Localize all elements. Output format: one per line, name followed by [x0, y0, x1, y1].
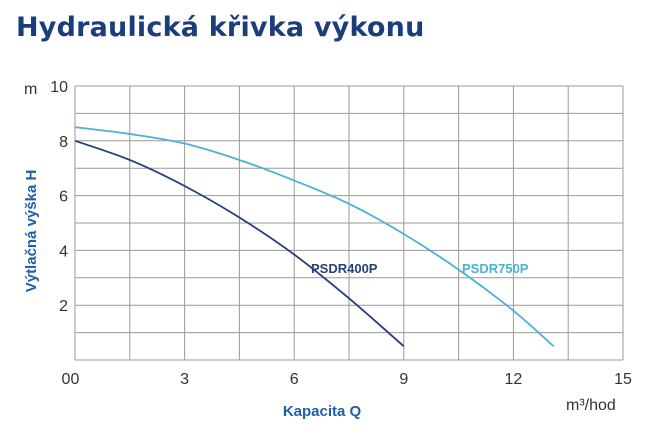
y-unit-label: m [24, 81, 37, 98]
series-label-psdr400p: PSDR400P [311, 261, 378, 276]
x-axis-label: Kapacita Q [283, 403, 362, 420]
y-tick-label: 0 [62, 371, 71, 388]
series-line-psdr400p [74, 139, 405, 347]
x-tick-label: 6 [290, 371, 299, 388]
x-tick-label: 12 [505, 371, 523, 388]
y-tick-label: 4 [59, 243, 68, 260]
x-tick-label: 3 [180, 371, 189, 388]
x-unit-label: m³/hod [566, 397, 616, 414]
y-tick-label: 8 [59, 134, 68, 151]
labels: m Výtlačná výška H Kapacita Q m³/hod 0 3 6… [23, 79, 632, 420]
series-label-psdr750p: PSDR750P [462, 261, 529, 276]
x-tick-label: 0 [71, 371, 80, 388]
grid [74, 85, 624, 361]
curves [74, 126, 555, 347]
x-tick-label: 9 [399, 371, 408, 388]
y-tick-label: 6 [59, 189, 68, 206]
chart-title: Hydraulická křivka výkonu [16, 12, 425, 43]
x-tick-label: 15 [614, 371, 632, 388]
y-axis-label: Výtlačná výška H [23, 170, 40, 293]
series-line-psdr750p [74, 126, 555, 347]
y-tick-label: 10 [50, 79, 68, 96]
y-tick-label: 2 [59, 298, 68, 315]
